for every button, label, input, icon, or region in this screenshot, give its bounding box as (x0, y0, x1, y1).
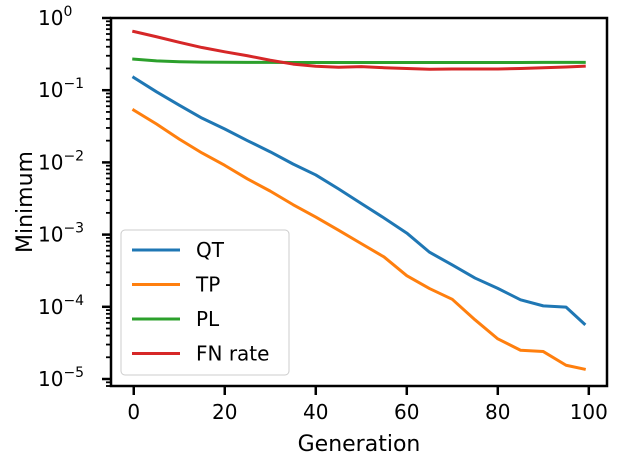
series-line-pl (132, 57, 586, 64)
plot-frame (109, 16, 609, 388)
y-axis-label: Minimum (13, 151, 38, 253)
series-lines (131, 29, 587, 371)
x-tick-label: 20 (212, 400, 237, 424)
legend-label: FN rate (196, 342, 269, 366)
y-tick-label: 10−5 (38, 365, 84, 391)
x-tick-label: 80 (485, 400, 510, 424)
legend-label: QT (196, 238, 225, 262)
x-tick-label: 40 (303, 400, 328, 424)
axis-ticks: 0 20 40 60 80 100 10−5 10−4 10−3 10−2 10−1 100 (38, 4, 608, 424)
legend: QT TP PL FN rate (120, 229, 290, 376)
x-tick-label: 100 (570, 400, 608, 424)
y-tick-label: 10−4 (38, 293, 84, 319)
y-tick-label: 10−3 (38, 221, 84, 247)
y-tick-label: 10−2 (38, 148, 84, 174)
legend-label: PL (196, 307, 220, 331)
x-tick-label: 0 (127, 400, 140, 424)
y-tick-label: 100 (38, 4, 72, 30)
series-line-tp (131, 108, 587, 371)
series-line-fn-rate (131, 29, 586, 71)
y-tick-label: 10−1 (38, 76, 84, 102)
x-axis-label: Generation (298, 432, 421, 457)
series-line-qt (131, 75, 587, 326)
legend-label: TP (195, 273, 220, 297)
legend-box (120, 229, 290, 376)
x-tick-label: 60 (394, 400, 419, 424)
